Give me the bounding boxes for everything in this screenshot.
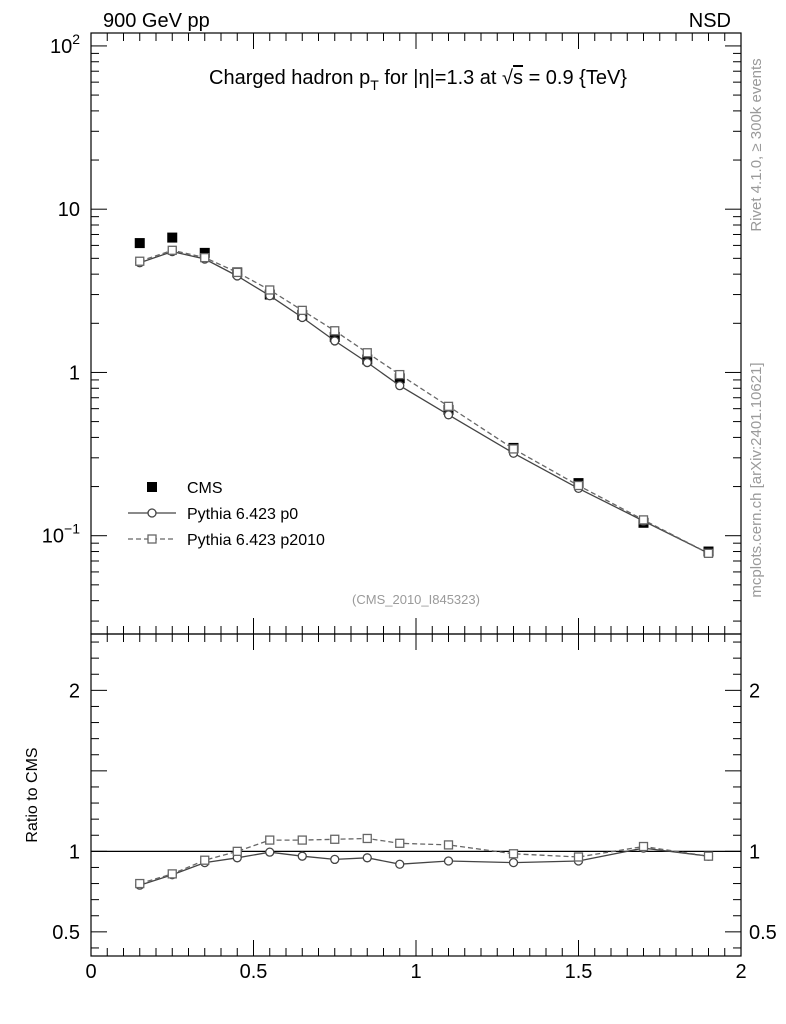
y-tick-label: 0.5: [52, 922, 80, 944]
data-point-p2010: [265, 835, 275, 845]
data-point-p2010: [330, 834, 340, 844]
data-point-p2010: [703, 851, 714, 861]
data-point-p2010: [200, 855, 210, 865]
data-point-p2010: [703, 548, 714, 558]
data-point-p0: [330, 336, 340, 346]
plot-title: Charged hadron pT for |η|=1.3 at √s = 0.…: [209, 67, 627, 93]
legend-entry: Pythia 6.423 p0: [128, 506, 298, 523]
y-tick-label: 1: [69, 841, 80, 863]
y-tick-label: 10: [58, 199, 80, 221]
data-point-p2010: [232, 267, 242, 278]
ratio-plot-frame: [90, 633, 742, 957]
header-right: NSD: [689, 10, 731, 32]
data-point-p0: [265, 847, 275, 857]
legend-entry: CMS: [147, 480, 223, 497]
data-point-p0: [443, 410, 454, 420]
legend-label: Pythia 6.423 p0: [187, 506, 298, 523]
main-panel: 102 10 1 10−1 Charged hadron pT for |η|=1.3…: [42, 31, 742, 635]
y-tick-label: 102: [50, 31, 80, 58]
data-point-p2010: [638, 841, 649, 852]
data-point-p2010: [297, 835, 307, 845]
ratio-series-group: [135, 833, 714, 890]
main-series-group: [134, 232, 714, 558]
data-point-p0: [395, 381, 405, 391]
plot-title-part-a: Charged hadron p: [209, 67, 370, 89]
y-tick-label-right: 0.5: [749, 922, 777, 944]
y-tick-label: 1: [69, 362, 80, 384]
data-point-p2010: [508, 444, 519, 454]
y-tick-label-right: 1: [749, 841, 760, 863]
analysis-watermark: (CMS_2010_I845323): [352, 592, 480, 607]
data-point-p0: [330, 854, 340, 865]
data-point-p2010: [395, 838, 405, 848]
data-point-p2010: [330, 326, 340, 336]
data-point-cms: [147, 482, 157, 492]
mcplots-label: mcplots.cern.ch [arXiv:2401.10621]: [748, 362, 765, 597]
legend-label: CMS: [187, 480, 223, 497]
y-tick-label-right: 2: [749, 680, 760, 702]
plot-title-subscript: T: [370, 77, 379, 93]
series-line: [139, 250, 709, 554]
y-tick-label: 10−1: [42, 521, 80, 548]
data-point-p2010: [297, 305, 307, 316]
data-point-p2010: [395, 369, 405, 380]
series-pythia-6-423-p2010: [135, 245, 714, 558]
data-point-p2010: [265, 285, 275, 295]
main-y-tick-labels: 102 10 1 10−1: [42, 31, 80, 548]
legend: CMS Pythia 6.423 p0 Pythia 6.423 p2010: [128, 480, 325, 549]
data-point-p2010: [573, 480, 584, 491]
data-point-p2010: [232, 846, 242, 856]
ratio-axis-ticks: [90, 634, 742, 956]
rivet-version-label: Rivet 4.1.0, ≥ 300k events: [748, 58, 765, 231]
data-point-p2010: [362, 833, 372, 844]
x-tick-label: 1.5: [565, 961, 593, 983]
data-point-p0: [443, 856, 454, 866]
legend-label: Pythia 6.423 p2010: [187, 532, 325, 549]
series-line: [139, 837, 709, 885]
data-point-p2010: [638, 515, 649, 525]
data-point-p0: [508, 857, 519, 868]
x-tick-label: 0: [85, 961, 96, 983]
data-point-p0: [362, 357, 372, 368]
data-point-p2010: [443, 840, 454, 850]
legend-entry: Pythia 6.423 p2010: [128, 532, 325, 549]
y-tick-label: 2: [69, 680, 80, 702]
data-point-p0: [395, 859, 405, 869]
data-point-p2010: [508, 849, 519, 859]
data-point-p2010: [135, 878, 145, 889]
ratio-y-axis-label: Ratio to CMS: [24, 747, 41, 842]
x-tick-label: 2: [735, 961, 746, 983]
plot-title-part-s: s: [513, 67, 523, 89]
data-point-cms: [167, 232, 178, 243]
data-point-p2010: [147, 534, 157, 544]
plot-title-part-b: for |η|=1.3 at √: [379, 67, 513, 89]
plot-title-part-c: = 0.9 {TeV}: [523, 67, 627, 89]
data-point-p2010: [135, 256, 145, 266]
ratio-y-tick-labels: 0.5 0.5 1 1 2 2: [52, 680, 777, 944]
data-point-p0: [147, 508, 157, 518]
x-tick-label: 1: [410, 961, 421, 983]
data-point-p2010: [200, 252, 210, 263]
header-left: 900 GeV pp: [103, 10, 210, 32]
data-point-p2010: [573, 852, 584, 862]
data-point-p2010: [167, 245, 177, 255]
data-point-p2010: [167, 869, 177, 879]
series-pythia-6-423-p2010: [135, 833, 714, 889]
series-line: [139, 249, 709, 554]
ratio-panel: 0.5 0.51 12 2 0 0.5 1 1.5 2 Ratio to CMS: [24, 633, 777, 983]
ratio-x-tick-labels: 0 0.5 1 1.5 2: [85, 961, 746, 983]
data-point-cms: [199, 247, 210, 258]
data-point-cms: [134, 238, 145, 249]
main-axis-ticks: [90, 33, 742, 634]
data-point-p2010: [443, 401, 454, 411]
data-point-p2010: [362, 348, 372, 358]
x-tick-label: 0.5: [240, 961, 268, 983]
data-point-p0: [297, 851, 307, 861]
data-point-p0: [362, 853, 372, 863]
series-line: [139, 847, 709, 886]
